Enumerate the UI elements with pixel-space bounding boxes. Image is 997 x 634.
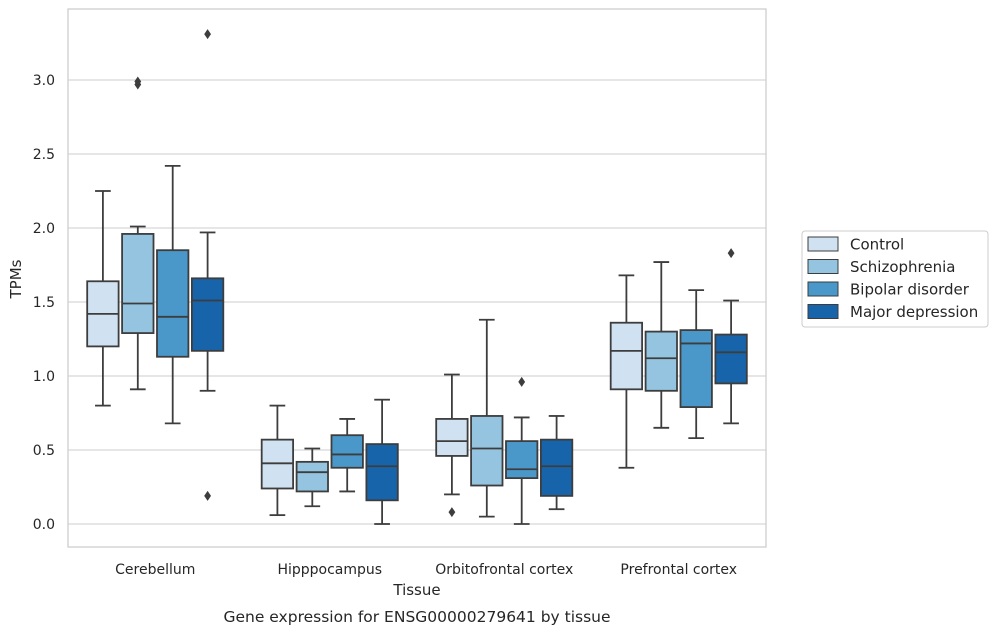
box-bipolar-disorder — [679, 289, 713, 440]
box-iqr — [714, 333, 748, 385]
legend-item: Major depression — [807, 303, 978, 321]
outlier-point — [204, 29, 211, 40]
box-layer — [86, 29, 748, 525]
legend-frame — [801, 230, 989, 328]
box-iqr — [505, 440, 539, 480]
y-axis-title: TPMs — [7, 259, 25, 299]
box-iqr — [470, 415, 504, 487]
legend-label: Bipolar disorder — [850, 281, 970, 299]
legend-label: Schizophrenia — [850, 258, 955, 276]
box-control — [86, 190, 120, 407]
y-tick-label: 3.0 — [33, 73, 55, 89]
box-iqr — [539, 438, 574, 497]
y-tick-label: 1.0 — [33, 369, 55, 385]
outlier-point — [518, 376, 526, 387]
box-iqr — [679, 329, 713, 408]
box-bipolar-disorder — [330, 418, 364, 493]
box-iqr — [435, 418, 469, 457]
y-tick-label: 1.5 — [33, 295, 55, 311]
legend-swatch — [807, 304, 839, 319]
legend-swatch — [807, 259, 839, 274]
box-schizophrenia — [295, 447, 329, 508]
box-iqr — [156, 249, 190, 358]
legend-item: Bipolar disorder — [807, 281, 970, 299]
x-tick-label: Cerebellum — [115, 562, 195, 578]
grid-layer — [68, 79, 766, 525]
box-major-depression — [714, 248, 748, 425]
x-axis-title: Tissue — [392, 581, 440, 599]
x-tick-label: Prefrontal cortex — [620, 562, 737, 578]
box-schizophrenia — [644, 261, 678, 429]
y-tick-labels: 0.0 0.5 1.0 1.5 2.0 2.5 3.0 — [33, 73, 55, 533]
outlier-point — [727, 248, 735, 259]
x-tick-label: Orbitofrontal cortex — [435, 562, 573, 578]
box-schizophrenia — [470, 318, 504, 518]
box-iqr — [190, 277, 225, 352]
legend: Control Schizophrenia Bipolar disorder Majo… — [801, 230, 989, 328]
chart-caption: Gene expression for ENSG00000279641 by t… — [223, 608, 610, 626]
legend-swatch — [807, 236, 839, 252]
legend-items: Control Schizophrenia Bipolar disorder Majo… — [807, 236, 978, 321]
y-tick-label: 2.0 — [33, 221, 55, 237]
box-major-depression — [539, 415, 574, 511]
legend-label: Major depression — [850, 303, 978, 321]
legend-item: Schizophrenia — [807, 258, 955, 276]
box-iqr — [121, 233, 155, 334]
box-iqr — [295, 460, 329, 493]
box-iqr — [644, 330, 678, 392]
outlier-point — [204, 490, 211, 501]
box-bipolar-disorder — [505, 376, 539, 525]
box-schizophrenia — [121, 76, 155, 391]
box-iqr — [365, 443, 399, 502]
y-tick-label: 2.5 — [33, 147, 55, 163]
box-bipolar-disorder — [156, 164, 190, 425]
box-iqr — [330, 434, 364, 469]
box-control — [609, 274, 644, 469]
box-control — [435, 373, 469, 518]
box-control — [260, 404, 295, 517]
y-tick-label: 0.5 — [33, 443, 55, 459]
box-major-depression — [365, 398, 399, 525]
legend-swatch — [807, 281, 839, 297]
outlier-point — [448, 507, 456, 518]
x-tick-label: Hipppocampus — [277, 562, 382, 578]
x-tick-labels: Cerebellum Hipppocampus Orbitofrontal cort… — [115, 562, 737, 578]
outlier-point — [134, 76, 142, 87]
legend-item: Control — [807, 236, 904, 254]
legend-label: Control — [850, 236, 904, 254]
box-iqr — [609, 321, 644, 391]
box-major-depression — [190, 29, 225, 501]
y-tick-label: 0.0 — [33, 517, 55, 533]
